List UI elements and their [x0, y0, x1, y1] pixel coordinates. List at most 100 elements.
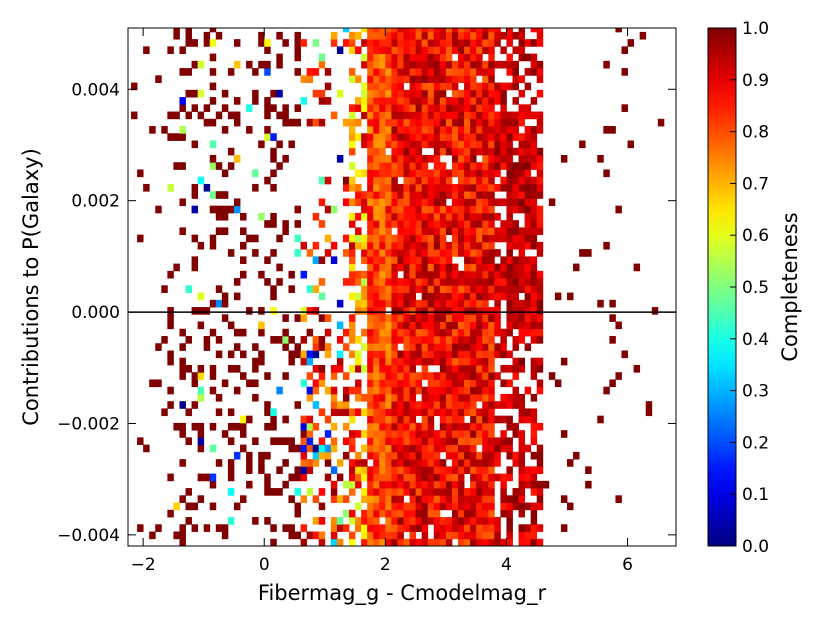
heatmap-cell [397, 82, 404, 91]
heatmap-cell [518, 328, 526, 337]
heatmap-cell [500, 198, 507, 207]
heatmap-cell [403, 466, 410, 474]
heatmap-cell [385, 531, 392, 540]
heatmap-cell [385, 82, 392, 91]
heatmap-cell [306, 459, 314, 467]
heatmap-cell [409, 270, 417, 279]
heatmap-cell [518, 459, 526, 467]
heatmap-cell [415, 285, 423, 293]
heatmap-cell [415, 495, 423, 503]
heatmap-cell [482, 408, 489, 417]
heatmap-cell [464, 191, 471, 199]
heatmap-cell [391, 437, 398, 446]
heatmap-cell [518, 278, 526, 286]
heatmap-cell [246, 60, 253, 69]
heatmap-cell [415, 82, 423, 91]
heatmap-cell [621, 68, 628, 76]
heatmap-cell [415, 220, 423, 228]
heatmap-cell [500, 444, 507, 453]
heatmap-cell [476, 524, 483, 532]
heatmap-cell [476, 278, 483, 286]
heatmap-cell [385, 502, 392, 511]
heatmap-cell [409, 357, 417, 366]
heatmap-cell [409, 263, 417, 272]
heatmap-cell [397, 256, 404, 265]
heatmap-cell [342, 393, 350, 402]
heatmap-cell [397, 162, 404, 170]
heatmap-cell [421, 401, 429, 409]
heatmap-cell [385, 241, 392, 250]
heatmap-cell [397, 104, 404, 112]
heatmap-cell [445, 415, 453, 424]
heatmap-cell [488, 517, 495, 525]
heatmap-cell [367, 140, 374, 149]
heatmap-cell [512, 278, 519, 286]
heatmap-cell [373, 75, 380, 83]
heatmap-cell [445, 126, 453, 134]
heatmap-cell [288, 531, 295, 540]
heatmap-cell [464, 336, 471, 344]
heatmap-cell [403, 307, 410, 315]
heatmap-cell [500, 183, 507, 192]
heatmap-cell [391, 104, 398, 112]
heatmap-cell [355, 169, 362, 178]
heatmap-cell [458, 364, 465, 373]
heatmap-cell [451, 459, 459, 467]
heatmap-cell [379, 459, 386, 467]
heatmap-cell [427, 212, 435, 221]
heatmap-cell [464, 212, 471, 221]
heatmap-cell [530, 336, 538, 344]
heatmap-cell [415, 46, 423, 55]
heatmap-cell [439, 89, 447, 98]
heatmap-cell [306, 118, 314, 127]
heatmap-cell [379, 509, 386, 518]
heatmap-cell [500, 111, 507, 120]
heatmap-cell [500, 126, 507, 134]
heatmap-cell [518, 488, 526, 496]
heatmap-cell [506, 502, 513, 511]
heatmap-cell [433, 118, 441, 127]
heatmap-cell [530, 154, 538, 163]
heatmap-cell [500, 162, 507, 170]
heatmap-cell [397, 53, 404, 62]
heatmap-cell [433, 393, 441, 402]
heatmap-cell [349, 437, 356, 446]
heatmap-cell [427, 307, 435, 315]
heatmap-cell [536, 118, 544, 127]
heatmap-cell [306, 437, 314, 446]
heatmap-cell [482, 307, 489, 315]
heatmap-cell [227, 459, 235, 467]
heatmap-cell [488, 176, 495, 185]
heatmap-cell [451, 227, 459, 236]
heatmap-cell [367, 473, 374, 482]
heatmap-cell [264, 68, 271, 76]
heatmap-cell [488, 256, 495, 265]
heatmap-cell [397, 220, 404, 228]
heatmap-cell [342, 249, 350, 257]
heatmap-cell [355, 31, 362, 40]
heatmap-cell [197, 422, 205, 431]
heatmap-cell [518, 169, 526, 178]
heatmap-cell [403, 285, 410, 293]
heatmap-cell [318, 538, 326, 546]
heatmap-cell [233, 118, 241, 127]
heatmap-cell [336, 517, 344, 525]
heatmap-cell [403, 97, 410, 105]
heatmap-cell [409, 227, 417, 236]
heatmap-cell [227, 466, 235, 474]
heatmap-cell [361, 82, 368, 91]
heatmap-cell [185, 68, 192, 76]
heatmap-cell [349, 263, 356, 272]
heatmap-cell [494, 517, 501, 525]
heatmap-cell [373, 82, 380, 91]
heatmap-cell [439, 321, 447, 330]
heatmap-cell [385, 437, 392, 446]
heatmap-cell [524, 466, 532, 474]
y-tick-label: 0.004 [71, 80, 120, 100]
heatmap-cell [530, 270, 538, 279]
heatmap-cell [433, 386, 441, 395]
heatmap-cell [403, 89, 410, 98]
heatmap-cell [191, 191, 199, 199]
heatmap-cell [536, 39, 544, 47]
heatmap-cell [415, 241, 423, 250]
